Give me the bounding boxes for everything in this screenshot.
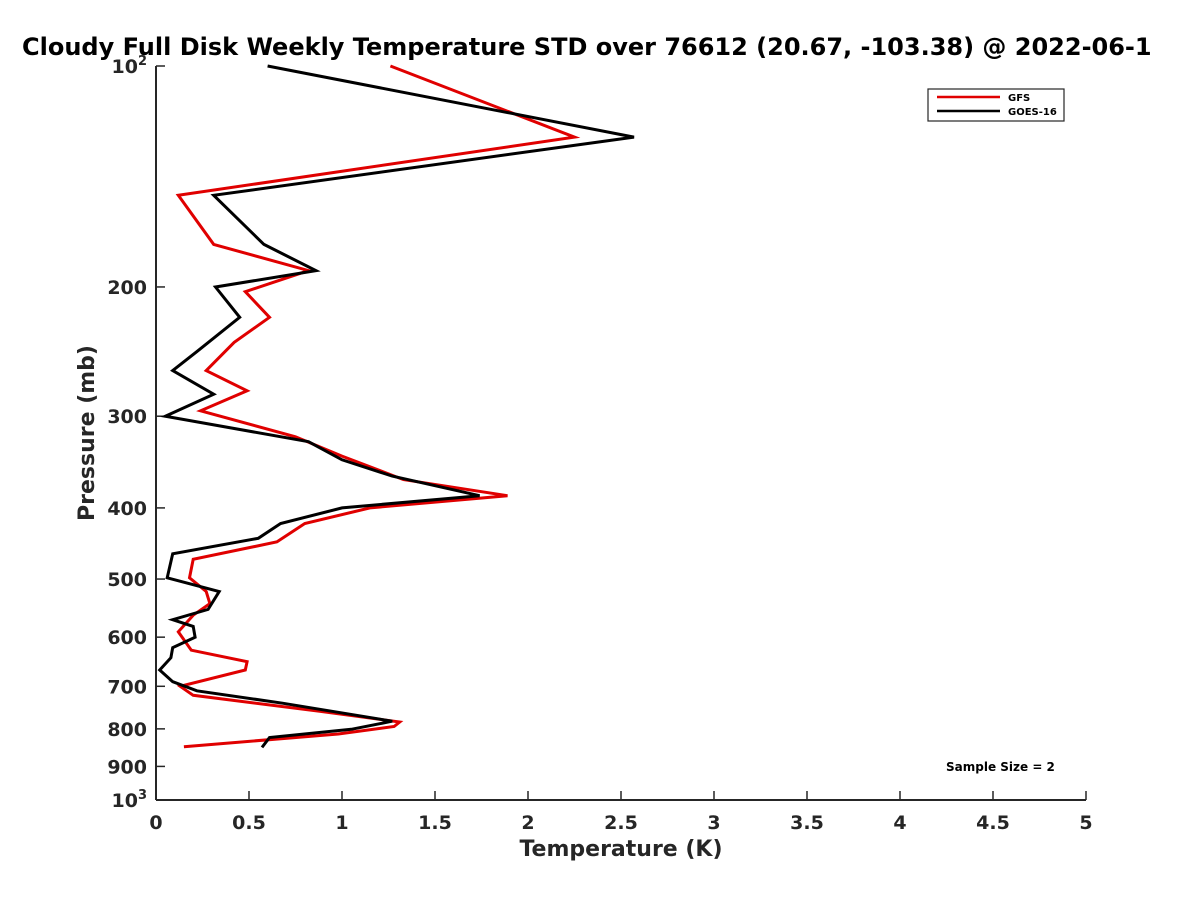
x-tick-label: 1.5 [418, 812, 452, 834]
x-axis-ticks: 0 0.5 1 1.5 2 2.5 3 3.5 4 4.5 5 [149, 791, 1093, 834]
x-tick-label: 0.5 [232, 812, 266, 834]
sample-size-annotation: Sample Size = 2 [946, 760, 1055, 774]
chart-title: Cloudy Full Disk Weekly Temperature STD … [22, 33, 1152, 61]
x-tick-label: 2.5 [604, 812, 638, 834]
plot-axes [155, 66, 1086, 801]
x-axis-label: Temperature (K) [519, 837, 722, 862]
x-tick-label: 3.5 [790, 812, 824, 834]
x-tick-label: 0 [149, 812, 162, 834]
x-tick-label: 1 [335, 812, 348, 834]
y-tick-label: 103 [112, 788, 148, 812]
legend-box [927, 88, 1065, 122]
series-layer [157, 64, 635, 749]
legend-label-gfs: GFS [1008, 93, 1030, 104]
legend: GFS GOES-16 [927, 88, 1065, 122]
y-axis-ticks: 102 200 300 400 500 600 700 800 900 103 [107, 54, 165, 812]
y-tick-label: 400 [107, 498, 147, 520]
y-tick-label: 700 [107, 676, 147, 698]
y-tick-label: 200 [107, 277, 147, 299]
y-tick-label: 800 [107, 719, 147, 741]
x-tick-label: 2 [521, 812, 534, 834]
y-tick-label: 900 [107, 756, 147, 778]
legend-label-goes16: GOES-16 [1008, 107, 1057, 118]
x-tick-label: 4.5 [976, 812, 1010, 834]
series-line-gfs [175, 64, 581, 749]
x-tick-label: 4 [893, 812, 906, 834]
x-tick-label: 5 [1079, 812, 1092, 834]
x-tick-label: 3 [707, 812, 720, 834]
y-axis-label: Pressure (mb) [75, 345, 100, 521]
y-tick-label: 500 [107, 569, 147, 591]
y-tick-label: 300 [107, 406, 147, 428]
y-tick-label: 102 [112, 54, 148, 78]
series-line-goes16 [157, 64, 635, 749]
y-tick-label: 600 [107, 627, 147, 649]
